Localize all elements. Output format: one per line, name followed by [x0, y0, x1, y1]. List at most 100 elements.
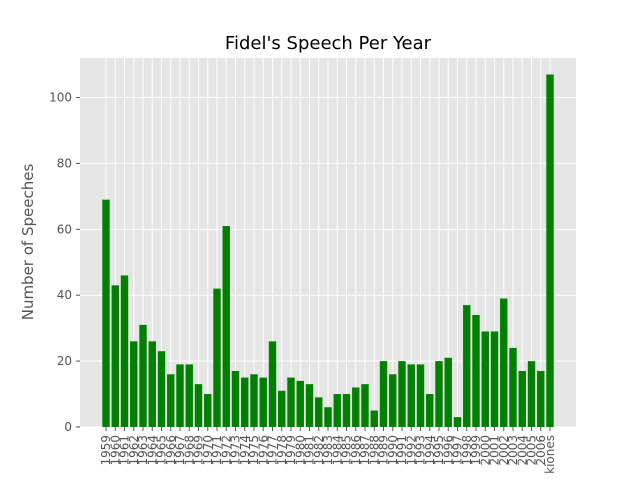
x-tick-label: 1965: [155, 435, 169, 466]
bar-1974: [241, 377, 249, 427]
x-tick-label: 1996: [441, 435, 455, 466]
bar-1990: [389, 374, 397, 427]
bar-2003: [509, 347, 517, 427]
x-tick-label: 1974: [238, 435, 252, 466]
bar-1988: [370, 410, 378, 427]
y-tick-label: 100: [49, 91, 72, 105]
x-tick-label: 2004: [515, 435, 529, 466]
bar-1964: [148, 341, 156, 427]
bar-1986: [352, 387, 360, 427]
x-tick-label: 1975: [247, 435, 261, 466]
bar-2001: [490, 331, 499, 427]
bar-1991: [398, 361, 406, 427]
x-tick-label: 1968: [182, 435, 196, 466]
y-tick-label: 0: [64, 420, 72, 434]
bar-1989: [379, 361, 388, 427]
x-tick-label: 1959: [99, 435, 113, 466]
bar-1992: [407, 364, 415, 427]
y-tick-label: 20: [57, 354, 72, 368]
x-tick-label: 1970: [201, 435, 215, 466]
x-tick-label: 2001: [488, 435, 502, 466]
x-tick-label: 1983: [321, 435, 335, 466]
bar-1962: [130, 341, 138, 427]
bar-1971: [213, 288, 221, 427]
x-tick-label: 1988: [367, 435, 381, 466]
bar-1967: [176, 364, 184, 427]
bar-1978: [278, 390, 286, 427]
x-tick-label: 1998: [460, 435, 474, 466]
x-tick-label: 1995: [432, 435, 446, 466]
bar-2006: [537, 370, 545, 427]
x-tick-label: 1979: [284, 435, 298, 466]
bar-1996: [444, 357, 452, 427]
x-tick-label: 1978: [275, 435, 289, 466]
x-tick-label: 2006: [534, 435, 548, 466]
bar-2005: [527, 361, 536, 427]
bar-1975: [250, 374, 258, 427]
bar-1982: [315, 397, 323, 427]
bar-1997: [453, 417, 462, 427]
x-tick-label: 1972: [219, 435, 233, 466]
x-tick-label: 1997: [451, 435, 465, 466]
bar-kiones: [546, 74, 554, 428]
x-tick-label: 1993: [414, 435, 428, 466]
x-tick-label: 1967: [173, 435, 187, 466]
bar-1961: [120, 275, 129, 427]
bar-1998: [463, 305, 471, 427]
bar-1995: [435, 361, 443, 427]
bar-1968: [185, 364, 193, 427]
x-tick-label: 1989: [377, 435, 391, 466]
x-tick-label: 1981: [303, 435, 317, 466]
bar-2002: [500, 298, 508, 427]
bars: [102, 74, 554, 428]
y-axis-label: Number of Speeches: [19, 164, 37, 321]
bar-1965: [157, 351, 166, 427]
x-tick-label: 1992: [404, 435, 418, 466]
y-axis-ticks: 0 20 40 60 80 100: [49, 91, 80, 434]
x-tick-label: 1984: [330, 435, 344, 466]
y-tick-label: 80: [57, 156, 72, 170]
bar-2000: [481, 331, 489, 427]
bar-1959: [102, 199, 110, 427]
x-tick-label: 1969: [192, 435, 206, 466]
x-tick-label: 1990: [386, 435, 400, 466]
x-tick-label: 1973: [229, 435, 243, 466]
x-tick-label: 1987: [358, 435, 372, 466]
x-tick-label: 1963: [136, 435, 150, 466]
x-tick-label: 2002: [497, 435, 511, 466]
bar-1970: [204, 394, 212, 427]
bar-1979: [287, 377, 295, 427]
x-tick-label: 1966: [164, 435, 178, 466]
y-tick-label: 40: [57, 288, 72, 302]
bar-1973: [231, 370, 240, 427]
bar-1983: [324, 407, 332, 427]
bar-1972: [222, 226, 230, 427]
x-tick-label: 1977: [266, 435, 280, 466]
x-tick-label: 1962: [127, 435, 141, 466]
x-tick-label: 1991: [395, 435, 409, 466]
x-tick-label: 1999: [469, 435, 483, 466]
bar-1980: [296, 380, 304, 427]
x-tick-label: kiones: [543, 435, 557, 474]
x-tick-label: 1964: [145, 435, 159, 466]
bar-1977: [268, 341, 277, 427]
y-tick-label: 60: [57, 222, 72, 236]
x-tick-label: 1976: [256, 435, 270, 466]
bar-1963: [139, 324, 147, 427]
x-tick-label: 1960: [108, 435, 122, 466]
bar-1960: [111, 285, 119, 427]
bar-1994: [426, 394, 434, 427]
x-tick-label: 1980: [293, 435, 307, 466]
chart-title: Fidel's Speech Per Year: [225, 33, 432, 54]
x-tick-label: 1985: [340, 435, 354, 466]
bar-1987: [361, 384, 369, 427]
bar-1984: [333, 394, 341, 427]
bar-1966: [167, 374, 175, 427]
x-tick-label: 2003: [506, 435, 520, 466]
bar-1969: [194, 384, 203, 427]
bar-1981: [305, 384, 314, 427]
bar-1976: [259, 377, 267, 427]
x-tick-label: 1994: [423, 435, 437, 466]
x-tick-label: 2000: [478, 435, 492, 466]
